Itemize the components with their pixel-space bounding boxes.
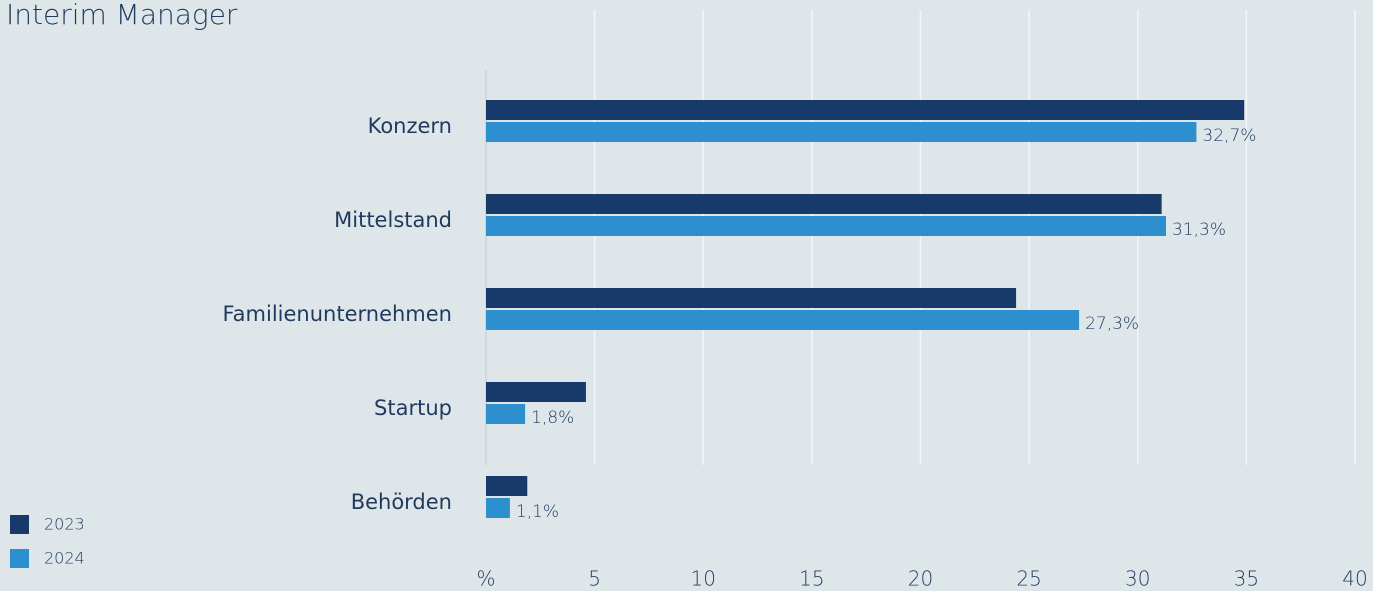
category-label: Behörden bbox=[351, 490, 452, 514]
bar bbox=[486, 404, 526, 424]
bar bbox=[486, 216, 1166, 236]
legend-label: 2024 bbox=[44, 549, 85, 568]
legend-swatch bbox=[10, 515, 29, 534]
legend-label: 2023 bbox=[44, 515, 85, 534]
x-tick-label: % bbox=[476, 567, 495, 591]
chart-title: Interim Manager bbox=[6, 0, 238, 31]
bar bbox=[486, 122, 1197, 142]
legend-swatch bbox=[10, 549, 29, 568]
bar bbox=[486, 288, 1017, 308]
x-tick-label: 10 bbox=[691, 567, 716, 591]
x-tick-label: 5 bbox=[588, 567, 601, 591]
category-label: Familienunternehmen bbox=[223, 302, 452, 326]
value-label: 1,8% bbox=[531, 408, 574, 428]
category-label: Konzern bbox=[368, 114, 452, 138]
x-tick-label: 15 bbox=[799, 567, 824, 591]
x-tick-label: 40 bbox=[1342, 567, 1367, 591]
value-label: 1,1% bbox=[516, 502, 559, 522]
x-tick-label: 35 bbox=[1234, 567, 1259, 591]
value-label: 27,3% bbox=[1085, 314, 1139, 334]
bar bbox=[486, 382, 586, 402]
category-label: Startup bbox=[374, 396, 452, 420]
bar bbox=[486, 310, 1080, 330]
value-label: 32,7% bbox=[1202, 126, 1256, 146]
bar bbox=[486, 476, 528, 496]
value-label: 31,3% bbox=[1172, 220, 1226, 240]
x-tick-label: 30 bbox=[1125, 567, 1150, 591]
bar bbox=[486, 194, 1162, 214]
bar bbox=[486, 100, 1245, 120]
bar bbox=[486, 498, 510, 518]
x-tick-label: 20 bbox=[908, 567, 933, 591]
category-label: Mittelstand bbox=[334, 208, 452, 232]
x-tick-label: 25 bbox=[1016, 567, 1041, 591]
